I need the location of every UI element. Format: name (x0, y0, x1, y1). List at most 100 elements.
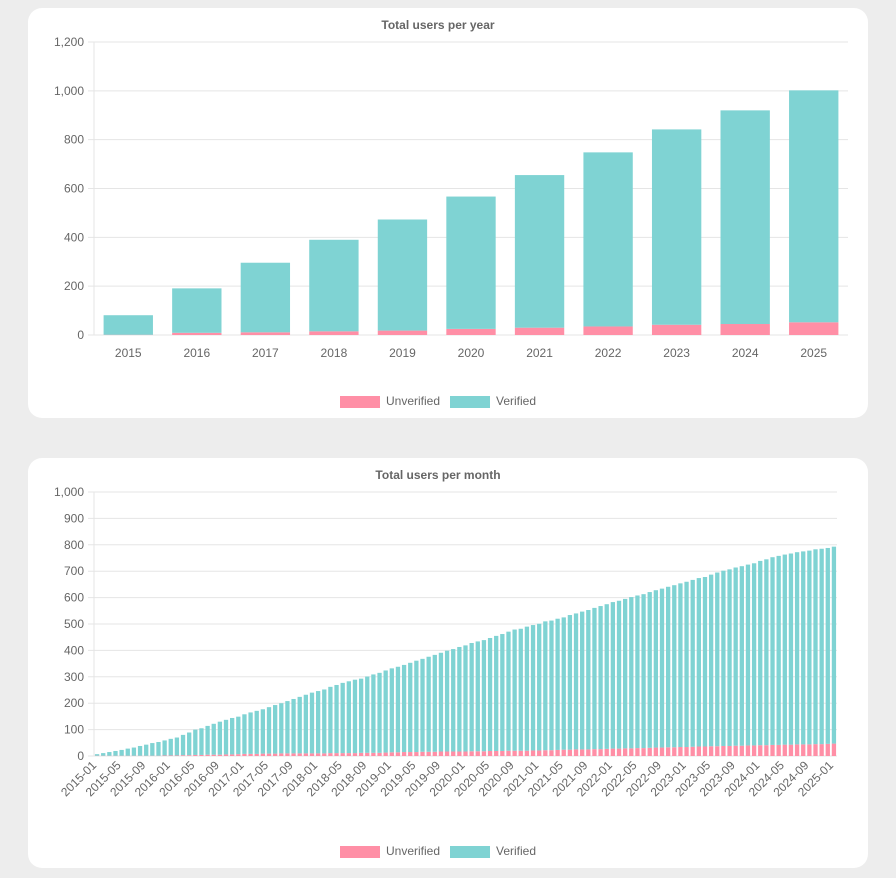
bar-verified-month-3[interactable] (113, 750, 118, 756)
bar-unverified-month-84[interactable] (610, 748, 616, 756)
bar-verified-month-2[interactable] (107, 752, 112, 756)
bar-verified-month-16[interactable] (193, 729, 198, 755)
bar-unverified-month-63[interactable] (481, 751, 487, 756)
bar-unverified-month-74[interactable] (549, 750, 554, 756)
bar-verified-month-40[interactable] (340, 682, 345, 754)
bar-verified-month-20[interactable] (217, 721, 223, 755)
bar-unverified-month-54[interactable] (426, 751, 431, 756)
bar-verified-2017[interactable] (240, 262, 291, 333)
bar-verified-month-71[interactable] (530, 625, 536, 751)
bar-unverified-month-73[interactable] (543, 750, 548, 756)
bar-unverified-month-59[interactable] (457, 751, 462, 756)
bar-unverified-month-47[interactable] (383, 752, 388, 756)
bar-unverified-month-15[interactable] (187, 755, 192, 756)
bar-unverified-2023[interactable] (651, 324, 702, 335)
bar-verified-month-37[interactable] (322, 689, 327, 754)
bar-unverified-month-13[interactable] (174, 755, 180, 756)
bar-unverified-month-35[interactable] (309, 753, 315, 756)
bar-unverified-month-11[interactable] (162, 755, 167, 756)
bar-verified-2022[interactable] (583, 152, 633, 327)
bar-unverified-month-87[interactable] (629, 748, 634, 756)
bar-unverified-month-26[interactable] (254, 753, 259, 756)
bar-unverified-2016[interactable] (172, 332, 222, 335)
bar-unverified-2018[interactable] (309, 331, 359, 335)
bar-verified-month-83[interactable] (604, 604, 609, 749)
bar-verified-month-24[interactable] (242, 714, 247, 754)
bar-verified-month-70[interactable] (524, 626, 530, 751)
bar-unverified-month-43[interactable] (358, 752, 364, 756)
bar-unverified-month-71[interactable] (530, 750, 536, 756)
bar-unverified-month-70[interactable] (524, 750, 530, 756)
bar-verified-month-62[interactable] (475, 641, 480, 752)
bar-verified-month-103[interactable] (727, 569, 732, 746)
bar-verified-month-61[interactable] (469, 643, 474, 752)
bar-verified-month-111[interactable] (776, 555, 781, 745)
bar-verified-month-97[interactable] (690, 579, 695, 747)
bar-verified-month-98[interactable] (696, 578, 701, 747)
bar-verified-month-10[interactable] (156, 742, 161, 756)
bar-unverified-month-66[interactable] (500, 750, 505, 756)
bar-unverified-month-80[interactable] (586, 749, 591, 756)
bar-verified-month-107[interactable] (751, 563, 757, 746)
bar-unverified-month-78[interactable] (573, 749, 579, 756)
bar-verified-month-69[interactable] (518, 628, 523, 751)
bar-verified-2019[interactable] (377, 219, 428, 331)
bar-verified-month-35[interactable] (309, 692, 315, 754)
bar-verified-month-6[interactable] (131, 747, 137, 756)
bar-verified-month-79[interactable] (580, 611, 585, 750)
bar-verified-month-105[interactable] (739, 566, 744, 746)
bar-verified-month-19[interactable] (211, 723, 216, 755)
bar-verified-month-116[interactable] (807, 550, 812, 745)
bar-verified-month-72[interactable] (537, 623, 542, 751)
bar-verified-month-0[interactable] (94, 754, 100, 756)
bar-verified-month-113[interactable] (788, 553, 794, 745)
bar-verified-month-56[interactable] (438, 652, 444, 752)
legend-item-verified[interactable]: Verified (450, 394, 536, 408)
bar-verified-month-91[interactable] (653, 590, 659, 748)
bar-unverified-month-51[interactable] (408, 752, 413, 756)
bar-unverified-month-25[interactable] (248, 753, 253, 756)
bar-verified-month-44[interactable] (365, 676, 370, 753)
bar-unverified-month-53[interactable] (420, 751, 425, 756)
bar-verified-month-63[interactable] (481, 640, 487, 752)
bar-unverified-month-37[interactable] (322, 753, 327, 756)
bar-verified-month-78[interactable] (573, 613, 579, 750)
bar-unverified-month-57[interactable] (444, 751, 450, 756)
bar-verified-month-108[interactable] (758, 560, 763, 746)
bar-verified-month-115[interactable] (801, 551, 806, 745)
bar-verified-month-94[interactable] (672, 585, 677, 748)
bar-unverified-month-117[interactable] (813, 744, 818, 756)
bar-unverified-2025[interactable] (789, 322, 839, 335)
bar-unverified-2020[interactable] (446, 328, 496, 335)
bar-verified-month-33[interactable] (297, 696, 302, 754)
bar-verified-month-1[interactable] (101, 753, 106, 756)
bar-unverified-month-107[interactable] (751, 745, 757, 756)
bar-unverified-month-116[interactable] (807, 744, 812, 756)
bar-verified-month-23[interactable] (236, 716, 241, 755)
bar-verified-month-90[interactable] (647, 592, 652, 748)
bar-unverified-month-64[interactable] (487, 750, 493, 756)
bar-verified-month-106[interactable] (745, 564, 751, 746)
bar-verified-month-36[interactable] (315, 691, 321, 754)
bar-unverified-month-99[interactable] (702, 746, 708, 756)
bar-unverified-month-72[interactable] (537, 750, 542, 756)
bar-unverified-2022[interactable] (583, 326, 633, 335)
bar-verified-month-81[interactable] (592, 607, 597, 750)
bar-unverified-month-101[interactable] (715, 746, 720, 756)
bar-verified-month-117[interactable] (813, 549, 818, 745)
bar-unverified-month-100[interactable] (708, 746, 714, 756)
legend-item-verified[interactable]: Verified (450, 844, 536, 858)
bar-verified-2021[interactable] (514, 175, 565, 328)
bar-verified-month-18[interactable] (205, 725, 210, 755)
bar-unverified-month-111[interactable] (776, 744, 781, 756)
bar-verified-month-95[interactable] (678, 583, 683, 748)
bar-verified-month-47[interactable] (383, 670, 388, 753)
bar-verified-month-27[interactable] (260, 709, 266, 754)
bar-unverified-month-30[interactable] (279, 753, 284, 756)
bar-unverified-month-118[interactable] (819, 744, 824, 756)
bar-verified-month-101[interactable] (715, 572, 720, 747)
bar-unverified-month-108[interactable] (758, 745, 763, 756)
bar-verified-month-68[interactable] (512, 629, 517, 751)
bar-verified-2023[interactable] (651, 129, 702, 325)
bar-verified-month-5[interactable] (125, 748, 130, 756)
